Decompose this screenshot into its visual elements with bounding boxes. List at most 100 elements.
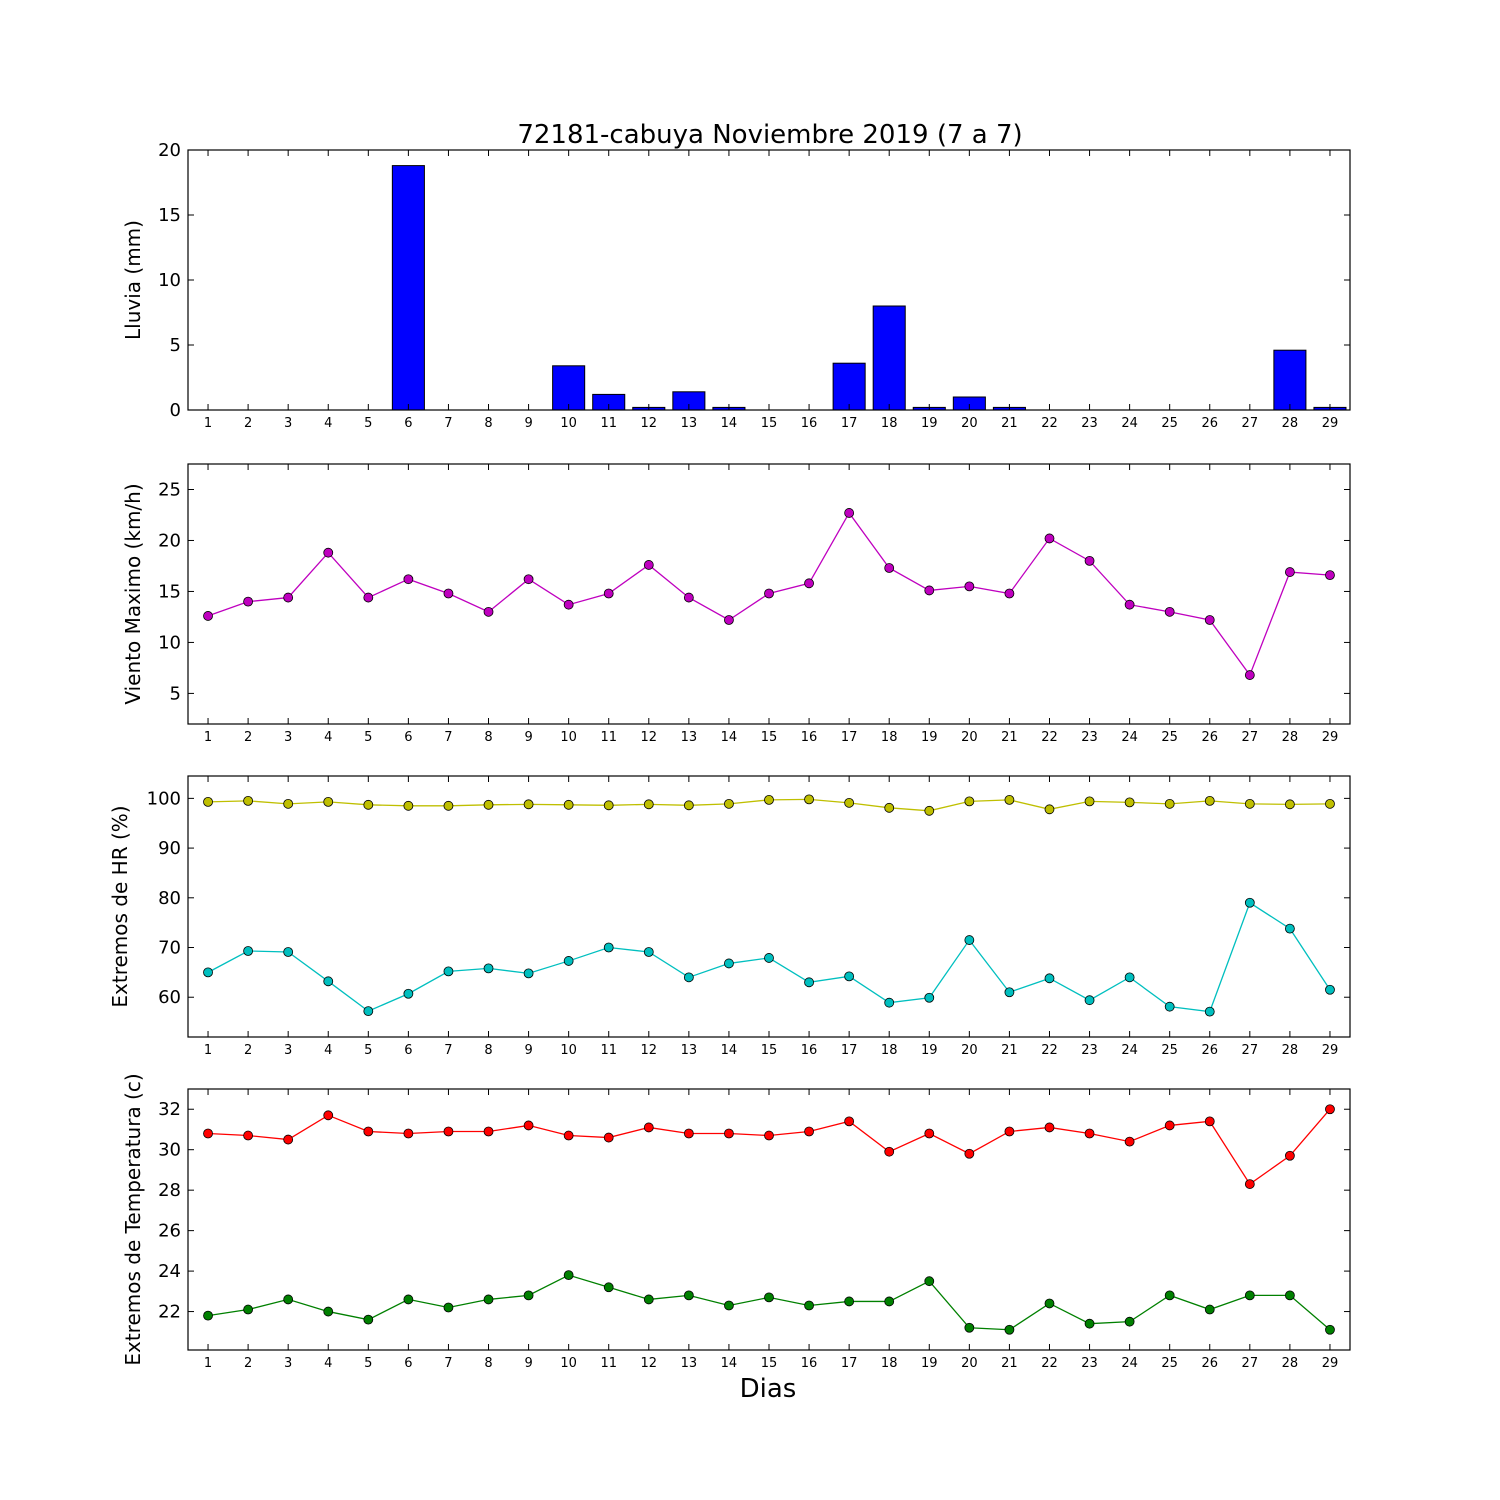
- x-tick-label: 24: [1121, 730, 1138, 745]
- point-series-1-day-1: [203, 611, 213, 621]
- point-series-1-day-9: [523, 574, 534, 585]
- x-tick-label: 21: [1001, 1043, 1018, 1058]
- x-tick-label: 10: [560, 416, 577, 431]
- y-tick-label: 15: [158, 205, 181, 226]
- point-series-1-day-13: [683, 592, 694, 603]
- point-series-1-day-24: [1124, 1136, 1135, 1147]
- y-axis-label: Extremos de HR (%): [108, 805, 132, 1007]
- point-series-2-day-22: [1044, 1298, 1055, 1309]
- point-series-1-day-9: [523, 1120, 534, 1131]
- x-tick-label: 15: [761, 730, 778, 745]
- x-tick-label: 9: [524, 416, 532, 431]
- point-series-2-day-17: [844, 1296, 855, 1307]
- point-series-1-day-18: [884, 1146, 895, 1157]
- x-tick-label: 7: [444, 730, 452, 745]
- x-tick-label: 6: [404, 1043, 412, 1058]
- y-axis-label: Extremos de Temperatura (c): [121, 1073, 145, 1365]
- point-series-2-day-29: [1325, 984, 1335, 995]
- panels: 1 2 3 4 5 6 7 8 9 10 11 12 13 14 15 16 17 18 19 20 21 22 23 24 2…: [108, 140, 1351, 1371]
- x-tick-label: 29: [1322, 1043, 1339, 1058]
- y-tick-label: 20: [158, 140, 181, 161]
- point-series-2-day-15: [764, 1292, 774, 1303]
- point-series-2-day-28: [1284, 923, 1295, 934]
- point-series-1-day-27: [1244, 1179, 1255, 1189]
- panel-2: 1 2 3 4 5 6 7 8 9 10 11 12 13 14 15 16 17 18 19 20 21 22 23 24 2…: [121, 463, 1351, 745]
- x-tick-label: 14: [721, 1043, 738, 1058]
- y-tick-label: 70: [158, 938, 181, 959]
- point-series-1-day-22: [1044, 1122, 1055, 1133]
- bar-day-6: [391, 165, 425, 411]
- point-series-2-day-20: [964, 1322, 975, 1333]
- x-tick-label: 14: [721, 730, 738, 745]
- x-tick-label: 26: [1201, 1043, 1218, 1058]
- point-series-1-day-5: [363, 592, 374, 603]
- point-series-1-day-1: [203, 1128, 213, 1139]
- y-tick-label: 24: [158, 1261, 181, 1282]
- x-tick-label: 28: [1282, 1043, 1299, 1058]
- point-series-2-day-4: [323, 1306, 334, 1317]
- point-series-2-day-3: [283, 947, 294, 957]
- x-tick-label: 16: [801, 1043, 818, 1058]
- point-series-1-day-28: [1284, 799, 1295, 810]
- x-tick-label: 2: [244, 416, 252, 431]
- point-series-1-day-28: [1284, 1150, 1295, 1161]
- point-series-1-day-19: [924, 585, 935, 596]
- x-tick-label: 3: [284, 730, 292, 745]
- x-tick-label: 18: [881, 1043, 898, 1058]
- point-series-1-day-22: [1044, 804, 1055, 815]
- point-series-1-day-7: [443, 800, 454, 811]
- point-series-1-day-13: [683, 800, 694, 811]
- point-series-2-day-7: [443, 966, 454, 977]
- point-series-1-day-23: [1084, 555, 1095, 566]
- point-series-2-day-21: [1004, 987, 1015, 998]
- point-series-2-day-28: [1284, 1290, 1295, 1301]
- x-tick-label: 16: [801, 416, 818, 431]
- point-series-2-day-5: [363, 1006, 374, 1017]
- point-series-2-day-10: [563, 1270, 574, 1281]
- point-series-1-day-28: [1284, 567, 1295, 577]
- point-series-1-day-15: [764, 1130, 774, 1141]
- bar-day-28: [1273, 349, 1307, 411]
- point-series-1-day-12: [643, 560, 654, 570]
- x-tick-label: 13: [681, 730, 698, 745]
- x-tick-label: 26: [1201, 1356, 1218, 1371]
- point-series-1-day-13: [683, 1128, 694, 1139]
- point-series-1-day-16: [804, 794, 814, 805]
- y-tick-label: 0: [170, 400, 181, 421]
- point-series-1-day-20: [964, 796, 975, 807]
- x-tick-label: 18: [881, 730, 898, 745]
- x-tick-label: 29: [1322, 730, 1339, 745]
- y-axis-label: Viento Maximo (km/h): [121, 483, 145, 704]
- point-series-2-day-17: [844, 971, 855, 982]
- point-series-1-day-26: [1204, 795, 1215, 806]
- point-series-1-day-18: [884, 802, 895, 813]
- y-tick-label: 28: [158, 1180, 181, 1201]
- x-tick-label: 9: [524, 1043, 532, 1058]
- point-series-1-day-3: [283, 592, 294, 603]
- panel-1: 1 2 3 4 5 6 7 8 9 10 11 12 13 14 15 16 17 18 19 20 21 22 23 24 2…: [121, 140, 1351, 431]
- point-series-1-day-27: [1244, 798, 1255, 809]
- point-series-2-day-16: [804, 977, 814, 988]
- point-series-1-day-12: [643, 799, 654, 810]
- point-series-1-day-16: [804, 1126, 814, 1137]
- x-tick-label: 12: [641, 416, 658, 431]
- point-series-1-day-27: [1244, 670, 1255, 680]
- x-tick-label: 13: [681, 416, 698, 431]
- point-series-2-day-9: [523, 1290, 534, 1301]
- point-series-2-day-13: [683, 1290, 694, 1301]
- y-tick-label: 10: [158, 270, 181, 291]
- point-series-2-day-12: [643, 1294, 654, 1305]
- chart-title: 72181-cabuya Noviembre 2019 (7 a 7): [517, 120, 1022, 150]
- x-tick-label: 9: [524, 1356, 532, 1371]
- point-series-2-day-6: [403, 1294, 414, 1305]
- point-series-1-day-15: [764, 794, 774, 805]
- point-series-1-day-17: [844, 508, 855, 518]
- point-series-1-day-6: [403, 800, 414, 811]
- point-series-1-day-4: [323, 547, 334, 558]
- point-series-1-day-11: [603, 800, 614, 811]
- x-tick-label: 6: [404, 1356, 412, 1371]
- x-tick-label: 18: [881, 1356, 898, 1371]
- x-tick-label: 22: [1041, 416, 1058, 431]
- x-tick-label: 12: [641, 1043, 658, 1058]
- point-series-1-day-14: [724, 798, 734, 809]
